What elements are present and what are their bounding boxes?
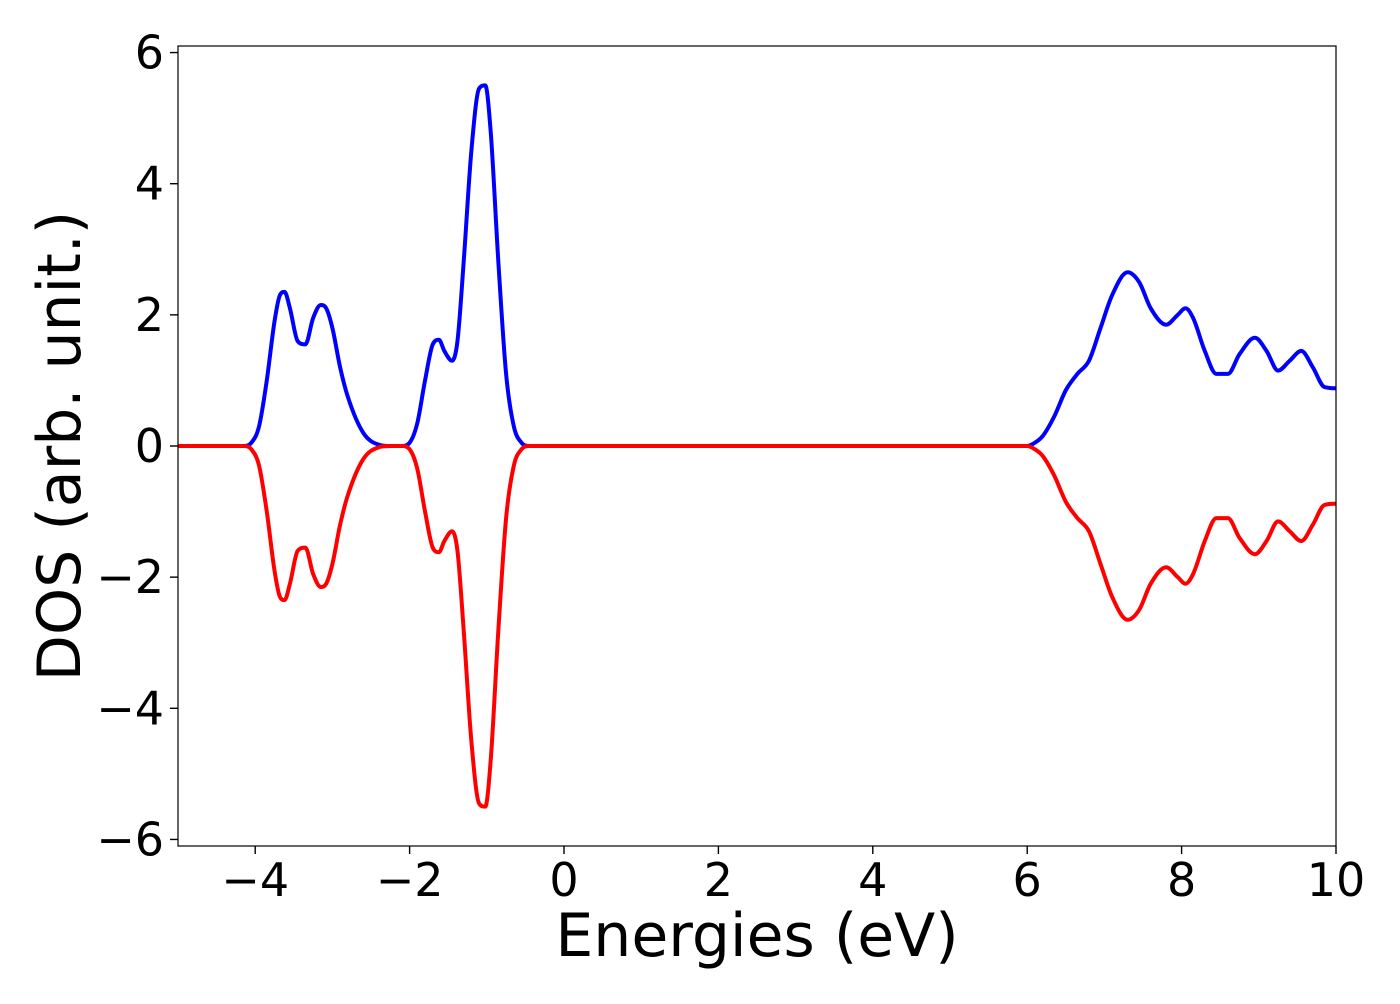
spin-down-dos-line [178,443,1336,809]
series-layer [178,83,1336,809]
x-tick-label: 0 [549,853,578,907]
y-tick-label: −6 [96,812,164,866]
x-tick-label: 10 [1307,853,1366,907]
x-axis-label: Energies (eV) [555,901,958,971]
x-tick-label: −4 [221,853,289,907]
x-tick-label: 8 [1167,853,1196,907]
x-tick-label: −2 [376,853,444,907]
y-tick-label: −2 [96,550,164,604]
y-tick-label: 0 [135,419,164,473]
x-tick-label: 4 [858,853,887,907]
y-tick-label: 2 [135,288,164,342]
x-tick-label: 2 [704,853,733,907]
y-tick-label: 6 [135,26,164,80]
y-tick-label: 4 [135,157,164,211]
ticks-layer: −4 −2 0 2 4 6 8 10 −6 −4 −2 0 2 4 6 [96,26,1365,907]
y-tick-label: −4 [96,681,164,735]
spin-up-dos-line [178,83,1336,449]
x-tick-label: 6 [1013,853,1042,907]
y-axis-label: DOS (arb. unit.) [25,211,95,681]
